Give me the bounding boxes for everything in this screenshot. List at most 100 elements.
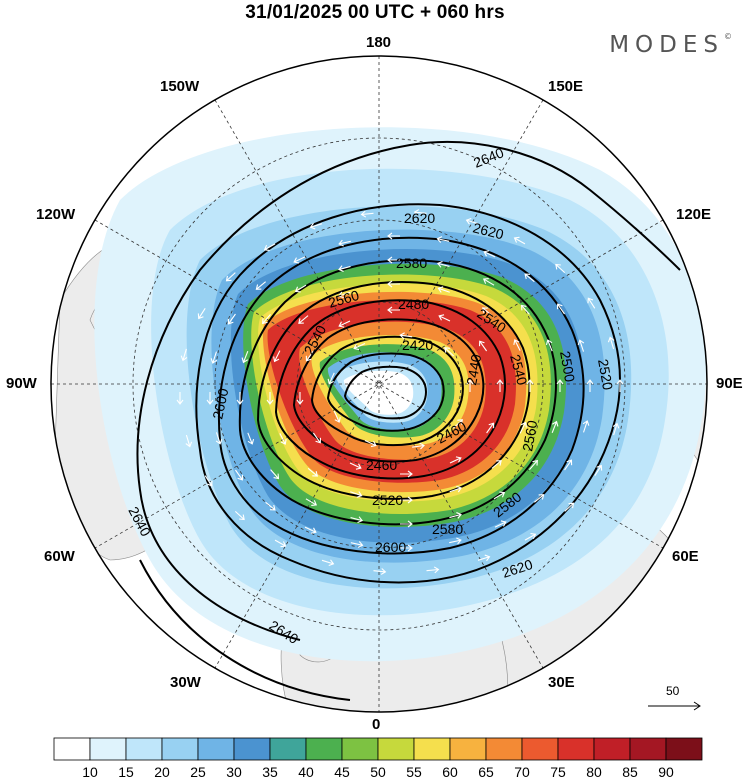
wind-arrow (227, 313, 236, 325)
wind-arrow (338, 265, 351, 272)
colorbar-label: 60 (442, 764, 458, 780)
wind-arrow (294, 284, 307, 293)
colorbar-swatch (449, 737, 487, 761)
wind-arrow (493, 491, 506, 500)
contour-label: 2600 (209, 387, 231, 421)
contour-2600 (217, 236, 585, 555)
wind-arrow (526, 379, 534, 392)
lon-label-180: 180 (366, 34, 392, 51)
wind-arrow (265, 501, 276, 511)
wind-arrow (185, 434, 193, 448)
wind-vectors (176, 209, 624, 575)
colorbar-swatch (269, 737, 307, 761)
wind-arrow (215, 432, 223, 445)
wind-arrow (556, 303, 565, 315)
colorbar-swatch (53, 737, 91, 761)
wind-arrow (436, 236, 450, 243)
wind-arrow (400, 544, 413, 552)
lat-circle-60 (132, 137, 626, 631)
wind-arrow (496, 379, 504, 392)
lon-label-30w: 30W (170, 674, 201, 691)
wind-arrow (612, 422, 620, 436)
colorbar-label: 45 (334, 764, 350, 780)
colorbar-label: 15 (118, 764, 134, 780)
wind-arrow (247, 432, 255, 445)
colorbar-label: 10 (82, 764, 98, 780)
wind-arrow (305, 498, 318, 507)
wind-arrow (534, 494, 545, 503)
colorbar-swatch (197, 737, 235, 761)
colorbar-label: 70 (514, 764, 530, 780)
colorbar-swatch (629, 737, 667, 761)
wind-arrow (387, 256, 400, 264)
wind-arrow (582, 420, 590, 433)
wind-arrow (564, 502, 575, 512)
map-layers (51, 56, 707, 712)
wind-arrow (520, 304, 530, 315)
colorbar-label: 20 (154, 764, 170, 780)
wind-arrow (478, 340, 488, 352)
wind-arrow (338, 291, 351, 299)
wind-arrow (387, 306, 400, 314)
colorbar-swatch (593, 737, 631, 761)
wind-arrow (296, 392, 304, 405)
contour-label: 2600 (375, 539, 406, 555)
wind-arrow (400, 520, 413, 528)
contour-label: 2500 (557, 350, 578, 384)
wind-arrow (513, 236, 526, 245)
contour-label: 2620 (404, 210, 435, 226)
map-border (50, 55, 708, 713)
wind-arrow (266, 392, 274, 405)
wind-arrow (607, 336, 615, 350)
wind-arrow (262, 314, 271, 325)
wind-arrow (577, 339, 585, 352)
colorbar-label: 90 (658, 764, 674, 780)
wind-arrow (551, 420, 559, 433)
colorbar-label: 30 (226, 764, 242, 780)
wind-arrow (350, 541, 364, 548)
wind-arrow (360, 210, 374, 218)
colorbar-label: 40 (298, 764, 314, 780)
contour-labels: 2640 2640 2640 2620 2620 2620 2600 2600 … (125, 144, 616, 647)
wind-arrow (545, 339, 553, 352)
wind-arrow (350, 516, 364, 524)
wind-arrow (225, 272, 236, 282)
wind-arrow (494, 520, 507, 528)
colorbar-label: 80 (586, 764, 602, 780)
graticule (51, 56, 707, 712)
wind-arrow (438, 314, 451, 322)
wind-arrow (436, 260, 450, 268)
colorbar-label: 75 (550, 764, 566, 780)
lon-label-90w: 90W (6, 375, 37, 392)
wind-arrow (263, 243, 276, 251)
wind-arrow (413, 209, 427, 216)
contour-2640-outer (136, 141, 681, 641)
contour-2620 (195, 203, 621, 584)
colorbar-label: 55 (406, 764, 422, 780)
wind-arrow (513, 339, 521, 351)
wind-arrow (594, 464, 603, 476)
contour-label: 2620 (471, 219, 505, 242)
lon-label-150e: 150E (548, 78, 584, 95)
wind-arrow (465, 217, 479, 225)
colorbar-swatch (377, 737, 415, 761)
wind-arrow (373, 568, 387, 575)
colorbar-swatch (161, 737, 199, 761)
wind-arrow (524, 533, 537, 541)
wind-arrow (236, 392, 244, 405)
wind-arrow (486, 422, 495, 434)
contour-label: 2420 (402, 337, 433, 353)
wind-arrow (426, 566, 440, 574)
wind-arrow (387, 232, 400, 240)
wind-arrow (364, 439, 377, 448)
wind-arrow (255, 281, 266, 290)
colorbar-swatch (485, 737, 523, 761)
wind-arrow (412, 442, 425, 450)
contour-label: 2520 (595, 358, 616, 392)
wind-arrow (449, 537, 462, 545)
wind-arrow (481, 307, 493, 317)
wind-arrow (466, 379, 474, 392)
wind-arrow (350, 491, 363, 498)
contour-2460 (343, 365, 428, 420)
